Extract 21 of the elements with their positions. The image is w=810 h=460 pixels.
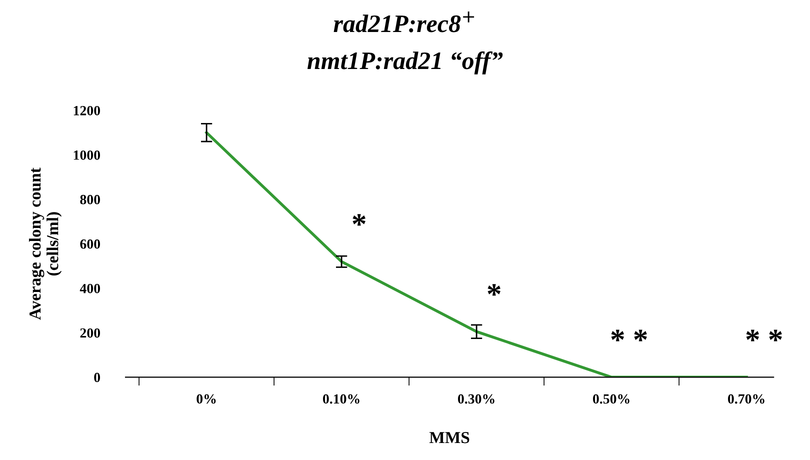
chart-subtitle: nmt1P:rad21 “off”	[307, 51, 503, 74]
x-tick-label: 0.50%	[592, 394, 630, 404]
x-axis-title: MMS	[429, 432, 470, 444]
line-series	[205, 131, 748, 378]
annotation: *	[488, 284, 500, 296]
chart-title: rad21P:rec8$^{+}$	[334, 11, 474, 32]
y-tick-label: 600	[80, 239, 100, 249]
annotation: * *	[746, 330, 782, 342]
annotation: *	[352, 214, 366, 226]
y-tick-label: 1000	[74, 150, 100, 160]
y-tick-label: 200	[80, 328, 100, 338]
x-tick-label: 0.70%	[728, 394, 764, 404]
annotation: * *	[611, 330, 647, 342]
y-tick-label: 400	[80, 284, 100, 294]
y-tick-label: 800	[80, 194, 100, 204]
x-tick-label: 0.30%	[458, 394, 494, 404]
x-tick-label: 0.10%	[322, 394, 360, 404]
x-tick-label: 0%	[196, 394, 216, 404]
y-tick-label: 0	[94, 372, 100, 382]
y-tick-label: 1200	[74, 106, 100, 116]
y-axis-title: Average colony count (cells/ml)	[28, 168, 62, 320]
